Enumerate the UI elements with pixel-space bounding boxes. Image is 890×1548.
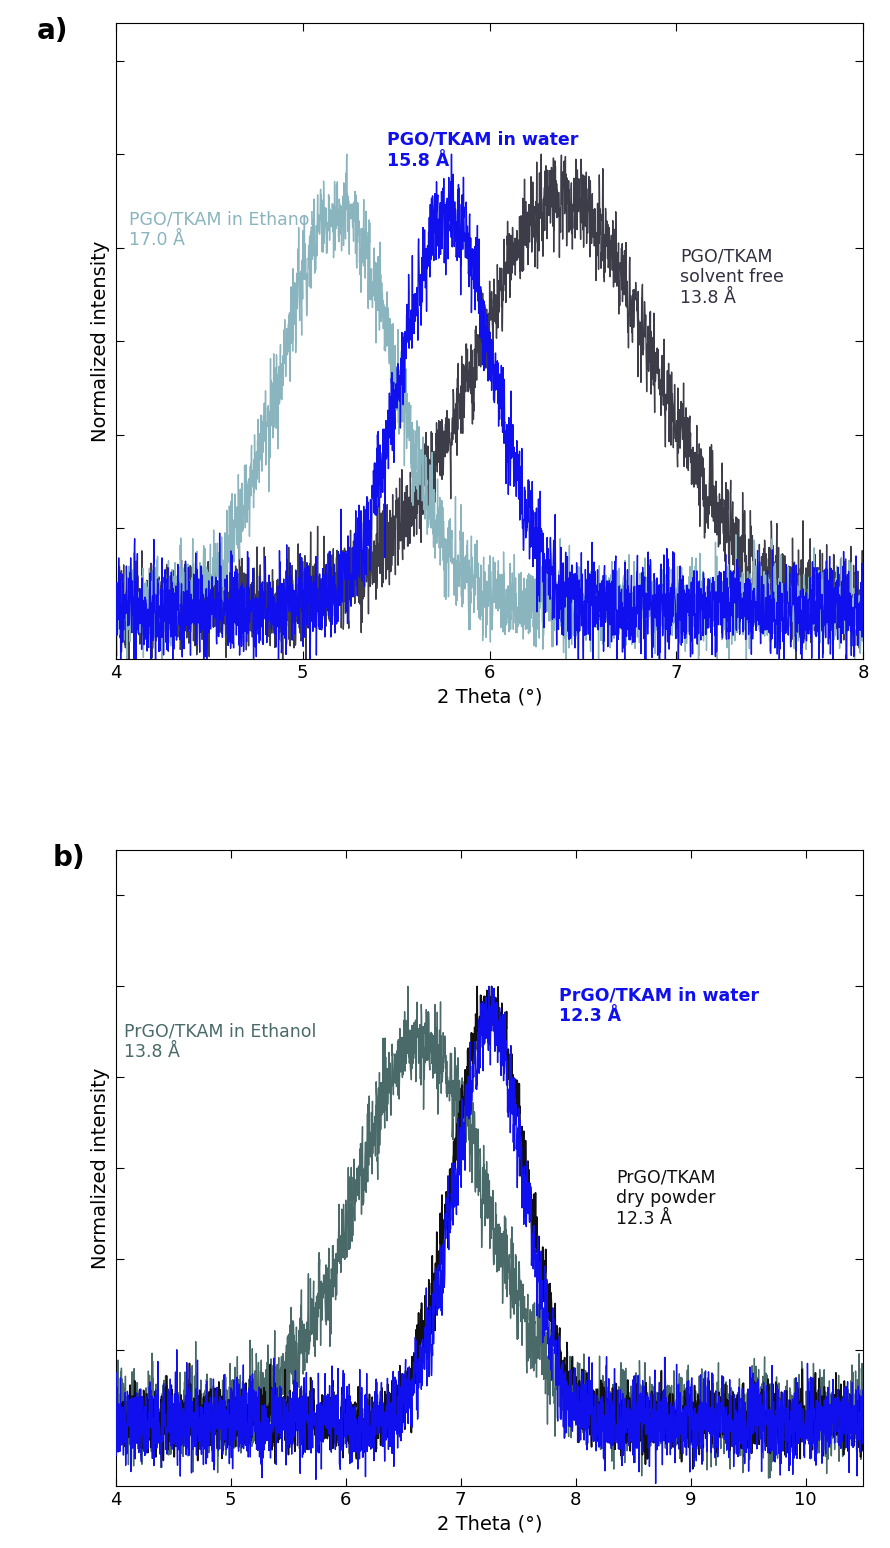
Text: PGO/TKAM in Ethanol
17.0 Å: PGO/TKAM in Ethanol 17.0 Å [129, 211, 314, 249]
Text: PrGO/TKAM
dry powder
12.3 Å: PrGO/TKAM dry powder 12.3 Å [616, 1169, 716, 1228]
Text: PGO/TKAM
solvent free
13.8 Å: PGO/TKAM solvent free 13.8 Å [680, 248, 784, 308]
X-axis label: 2 Theta (°): 2 Theta (°) [437, 1514, 542, 1534]
Y-axis label: Normalized intensity: Normalized intensity [91, 240, 110, 441]
Text: a): a) [37, 17, 69, 45]
Text: b): b) [53, 844, 85, 872]
Text: PGO/TKAM in water
15.8 Å: PGO/TKAM in water 15.8 Å [387, 130, 578, 170]
Y-axis label: Normalized intensity: Normalized intensity [91, 1068, 110, 1269]
X-axis label: 2 Theta (°): 2 Theta (°) [437, 687, 542, 707]
Text: PrGO/TKAM in Ethanol
13.8 Å: PrGO/TKAM in Ethanol 13.8 Å [124, 1023, 316, 1062]
Text: PrGO/TKAM in water
12.3 Å: PrGO/TKAM in water 12.3 Å [559, 986, 758, 1025]
